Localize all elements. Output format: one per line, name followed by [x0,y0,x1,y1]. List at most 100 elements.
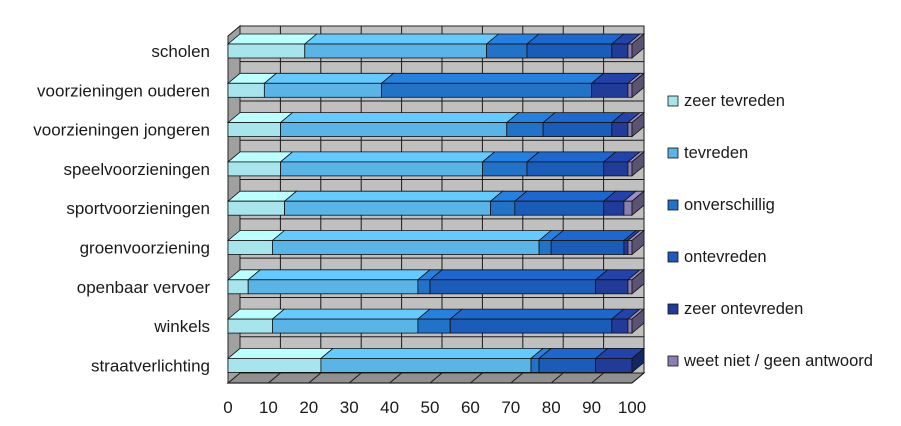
bar-segment [627,43,633,59]
legend-swatch [667,251,679,263]
bar-segment [227,200,285,216]
category-label: scholen [151,42,210,61]
bar-segment [272,318,419,334]
bar-group [226,229,646,256]
bar-segment [227,318,273,334]
x-gridline-floor [429,372,443,384]
bar-segment [227,279,249,295]
bar-segment [486,43,528,59]
bar-segment [627,279,633,295]
x-tick-label: 30 [340,398,359,417]
bar-segment [611,318,629,334]
bar-segment-side [631,268,645,295]
bar-segment [538,357,597,373]
category-label: openbaar vervoer [77,278,211,297]
x-gridline-floor [268,372,281,384]
bar-segment-top [542,112,625,123]
legend-label: onverschillig [684,196,775,214]
bar-segment-side [631,111,645,138]
category-label: voorzieningen ouderen [37,81,210,100]
bar-segment-top [283,190,504,202]
bar-group [226,151,646,177]
bar-segment [623,240,629,255]
category-label: straatverlichting [91,356,210,375]
x-gridline-floor [348,372,362,384]
x-axis-ticks: 0 10 20 30 40 50 60 70 80 90 100 [223,398,646,417]
bar-segment-top [449,308,625,320]
bar-segment-top [226,33,318,45]
bar-segment-top [279,151,496,163]
legend-swatch [667,355,679,367]
bar-segment [526,161,605,177]
bar-segment-side [631,151,645,177]
x-tick-label: 100 [618,398,646,417]
bar-segment-top [428,269,609,281]
legend-swatch [667,199,679,211]
x-tick-label: 40 [380,398,399,417]
bar-segment [627,122,633,137]
x-tick-label: 80 [542,398,561,417]
bar-segment-side [631,190,645,217]
bar-group [226,111,646,138]
legend-swatch [667,303,679,315]
legend-label: ontevreden [684,248,767,266]
bar-segment-side [631,308,645,334]
x-tick-label: 90 [582,398,601,417]
bar-segment [506,122,544,137]
bar-segment [611,43,629,59]
bar-segment [627,161,633,177]
x-gridline-floor [631,372,645,384]
bar-segment [272,240,540,255]
bar-segment-top [380,72,605,84]
bar-segment [227,357,322,373]
bar-segment [542,122,613,137]
x-gridline-floor [470,372,483,384]
bar-segment [514,200,605,216]
bar-segment-top [525,33,625,45]
bars-layer [226,33,646,374]
x-tick-label: 60 [461,398,480,417]
bar-segment-top [319,347,545,359]
bar-segment [381,82,592,98]
bar-segment [550,240,625,255]
bar-group [226,308,646,334]
legend-swatch [667,147,679,159]
bar-group [226,268,646,295]
x-gridline-floor [591,372,604,384]
bar-segment [227,122,281,137]
x-gridline-floor [308,372,322,384]
category-label: voorzieningen jongeren [33,121,210,140]
x-gridline-floor [510,372,524,384]
bar-segment [595,357,633,373]
legend-label: zeer tevreden [684,92,785,110]
bar-segment-top [525,151,617,163]
category-labels: scholen voorzieningen ouderen voorzieninge… [33,42,210,375]
bar-segment [611,122,629,137]
x-gridline-floor [550,372,564,384]
legend-swatch [667,95,679,107]
category-label: groenvoorziening [80,239,210,258]
bar-segment [429,279,597,295]
bar-segment [627,240,633,255]
legend-item: weet niet / geen antwoord [667,352,873,370]
bar-segment [417,318,451,334]
bar-group [226,33,646,59]
bar-segment-side [631,229,645,256]
category-label: speelvoorzieningen [64,160,211,179]
bar-segment [603,161,629,177]
bar-segment-top [303,33,500,45]
legend-item: zeer ontevreden [667,300,803,318]
legend-item: ontevreden [667,248,767,266]
bar-segment-top [513,190,617,202]
bar-segment-top [271,308,431,320]
bar-segment-top [271,230,553,241]
bar-segment [627,82,633,98]
bar-segment [227,43,306,59]
bar-segment-top [263,72,395,84]
bar-group [226,190,646,217]
category-label: winkels [153,317,210,336]
bar-segment-top [279,112,520,123]
legend-label: zeer ontevreden [684,300,803,318]
bar-segment-side [631,347,645,374]
bar-segment [263,82,382,98]
